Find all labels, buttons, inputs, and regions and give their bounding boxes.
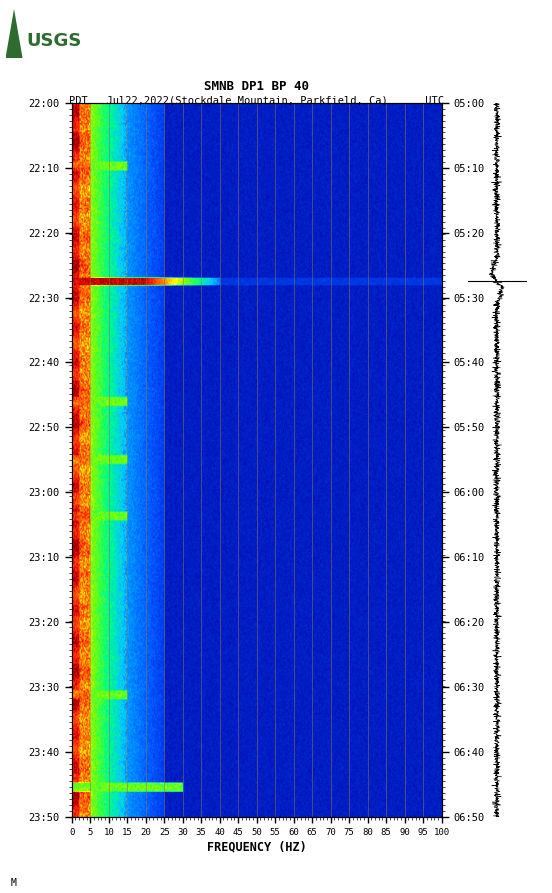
Text: USGS: USGS: [26, 32, 82, 50]
Text: PDT   Jul22,2022(Stockdale Mountain, Parkfield, Ca)      UTC: PDT Jul22,2022(Stockdale Mountain, Parkf…: [69, 96, 444, 105]
X-axis label: FREQUENCY (HZ): FREQUENCY (HZ): [207, 840, 306, 854]
Text: M: M: [11, 878, 17, 888]
Polygon shape: [6, 9, 23, 58]
Text: SMNB DP1 BP 40: SMNB DP1 BP 40: [204, 79, 309, 93]
